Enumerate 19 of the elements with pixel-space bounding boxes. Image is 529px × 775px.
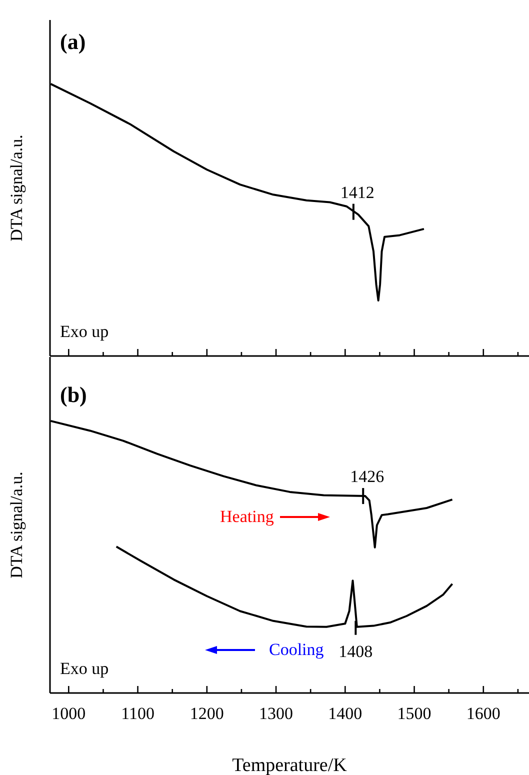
x-tick-label: 1200 [190,704,224,723]
y-axis-title: DTA signal/a.u. [7,472,26,578]
annotation: 1426 [350,467,384,486]
x-axis-title: Temperature/K [232,755,348,775]
x-tick-label: 1000 [52,704,86,723]
chart-title: (a) [60,29,86,54]
y-axis-title: DTA signal/a.u. [7,134,26,242]
annotation: Exo up [60,659,109,679]
annotation: Exo up [60,322,109,342]
annotation: 1408 [338,642,373,661]
x-tick-label: 1300 [259,704,294,723]
x-tick-label: 1100 [121,704,154,723]
x-tick-label: 1600 [466,704,500,723]
annotation: Cooling [269,640,324,660]
x-tick-label: 1500 [397,704,432,723]
x-tick-label: 1400 [328,704,362,723]
annotation: 1412 [340,182,374,202]
chart-title: (b) [60,382,87,407]
annotation: Heating [220,507,274,527]
